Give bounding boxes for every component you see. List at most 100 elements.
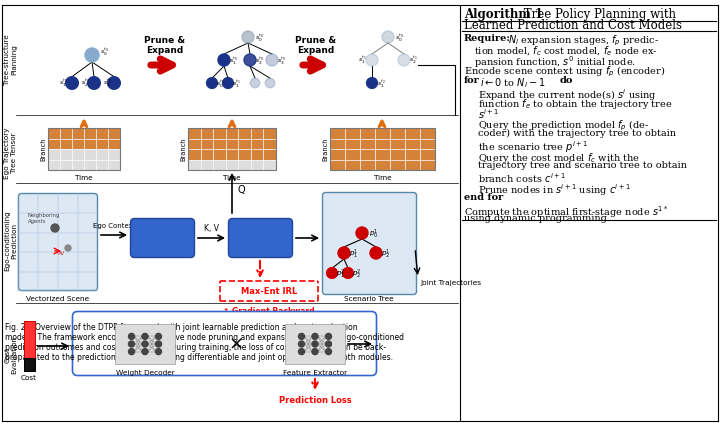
Bar [225, 149, 238, 159]
Text: Q: Q [238, 185, 246, 195]
Bar [420, 159, 435, 170]
Bar [84, 138, 96, 149]
Circle shape [128, 333, 135, 339]
Text: $s^{i+1}$: $s^{i+1}$ [478, 107, 500, 121]
Text: Expand the current node(s) $s^i$ using: Expand the current node(s) $s^i$ using [478, 87, 657, 103]
Bar [108, 159, 120, 170]
Text: ↑ Gradient Backward: ↑ Gradient Backward [223, 307, 315, 316]
FancyBboxPatch shape [73, 311, 377, 376]
Text: coder) with the trajectory tree to obtain: coder) with the trajectory tree to obtai… [478, 129, 676, 138]
Text: Encode scene context using $f_p$ (encoder): Encode scene context using $f_p$ (encode… [464, 65, 665, 80]
Bar [108, 149, 120, 159]
Circle shape [156, 333, 161, 339]
Text: Weight Decoder: Weight Decoder [116, 370, 174, 376]
Text: $s_0^{t_0}$: $s_0^{t_0}$ [395, 33, 404, 44]
FancyBboxPatch shape [130, 219, 194, 258]
Bar [264, 138, 276, 149]
Text: models. The framework encompasses iterative node pruning and expansion, guided b: models. The framework encompasses iterat… [5, 333, 404, 342]
Bar [72, 128, 84, 138]
Circle shape [366, 77, 377, 88]
Bar [238, 138, 251, 149]
Text: branch costs $c^{i+1}$: branch costs $c^{i+1}$ [478, 171, 566, 185]
Circle shape [222, 77, 233, 88]
Circle shape [398, 54, 410, 66]
Text: Feature Extractor: Feature Extractor [283, 370, 347, 376]
Circle shape [312, 333, 318, 339]
FancyBboxPatch shape [323, 192, 416, 294]
Circle shape [299, 333, 305, 339]
Circle shape [382, 31, 394, 43]
Bar [84, 149, 96, 159]
Text: do: do [560, 76, 573, 85]
Bar [238, 128, 251, 138]
Bar [48, 138, 60, 149]
Text: for: for [464, 76, 480, 85]
Bar [84, 128, 96, 138]
Bar [420, 149, 435, 159]
Bar [375, 138, 390, 149]
Text: $N_l$ expansion stages, $f_p$ predic-: $N_l$ expansion stages, $f_p$ predic- [508, 34, 659, 48]
Text: $p_0^1$: $p_0^1$ [369, 227, 379, 241]
Bar [238, 159, 251, 170]
Bar [285, 324, 345, 364]
Text: $s_3^{t_0}$: $s_3^{t_0}$ [103, 77, 112, 88]
Bar [115, 324, 175, 364]
Circle shape [66, 77, 78, 89]
Text: Branch: Branch [322, 137, 328, 161]
Circle shape [325, 341, 331, 347]
Circle shape [142, 333, 148, 339]
Bar [345, 128, 360, 138]
Circle shape [251, 78, 260, 88]
Bar [213, 138, 225, 149]
Text: Prune &
Expand: Prune & Expand [145, 36, 186, 55]
Bar [188, 149, 201, 159]
Circle shape [88, 77, 100, 89]
Circle shape [242, 31, 254, 43]
Bar [375, 159, 390, 170]
Bar [345, 149, 360, 159]
Text: Require:: Require: [464, 34, 511, 43]
Bar [188, 159, 201, 170]
Circle shape [366, 54, 378, 66]
Bar [188, 128, 276, 170]
Text: Vectorized Scene: Vectorized Scene [27, 296, 89, 302]
Text: $p_1^2$: $p_1^2$ [336, 267, 346, 280]
Bar [251, 149, 264, 159]
Text: $p_1^1$: $p_1^1$ [349, 247, 359, 261]
Text: Time: Time [75, 175, 93, 181]
Bar [225, 128, 238, 138]
Text: $i \leftarrow 0$ to $N_l - 1$: $i \leftarrow 0$ to $N_l - 1$ [480, 76, 546, 90]
Circle shape [312, 341, 318, 347]
Bar [420, 128, 435, 138]
Bar [213, 149, 225, 159]
Text: Prune nodes in $s^{i+1}$ using $c^{i+1}$: Prune nodes in $s^{i+1}$ using $c^{i+1}$ [478, 182, 631, 198]
Bar [405, 138, 420, 149]
Text: Transformer
Decoder: Transformer Decoder [230, 228, 290, 248]
Bar [201, 159, 213, 170]
Bar [108, 128, 120, 138]
Bar [48, 159, 60, 170]
Circle shape [356, 227, 368, 239]
Text: Branch: Branch [180, 137, 186, 161]
Bar [72, 138, 84, 149]
Text: Branch: Branch [40, 137, 46, 161]
Bar [390, 159, 405, 170]
Text: Prune &
Expand: Prune & Expand [295, 36, 336, 55]
Bar [264, 149, 276, 159]
Text: $s_0^{t_0}$: $s_0^{t_0}$ [255, 33, 264, 44]
Circle shape [299, 349, 305, 354]
Text: $s_0^{t_0}$: $s_0^{t_0}$ [100, 47, 109, 58]
Circle shape [325, 349, 331, 354]
Bar [360, 159, 375, 170]
Bar [251, 138, 264, 149]
Text: $p_2^2$: $p_2^2$ [352, 267, 361, 280]
Bar [60, 138, 72, 149]
Text: Ego Trajectory
Tree Tensor: Ego Trajectory Tree Tensor [4, 127, 17, 179]
Bar [48, 149, 60, 159]
Bar [360, 138, 375, 149]
Circle shape [65, 245, 71, 251]
Text: $s_1^{t_1}$: $s_1^{t_1}$ [358, 55, 367, 66]
Circle shape [218, 54, 230, 66]
Bar [225, 138, 238, 149]
Bar [390, 138, 405, 149]
